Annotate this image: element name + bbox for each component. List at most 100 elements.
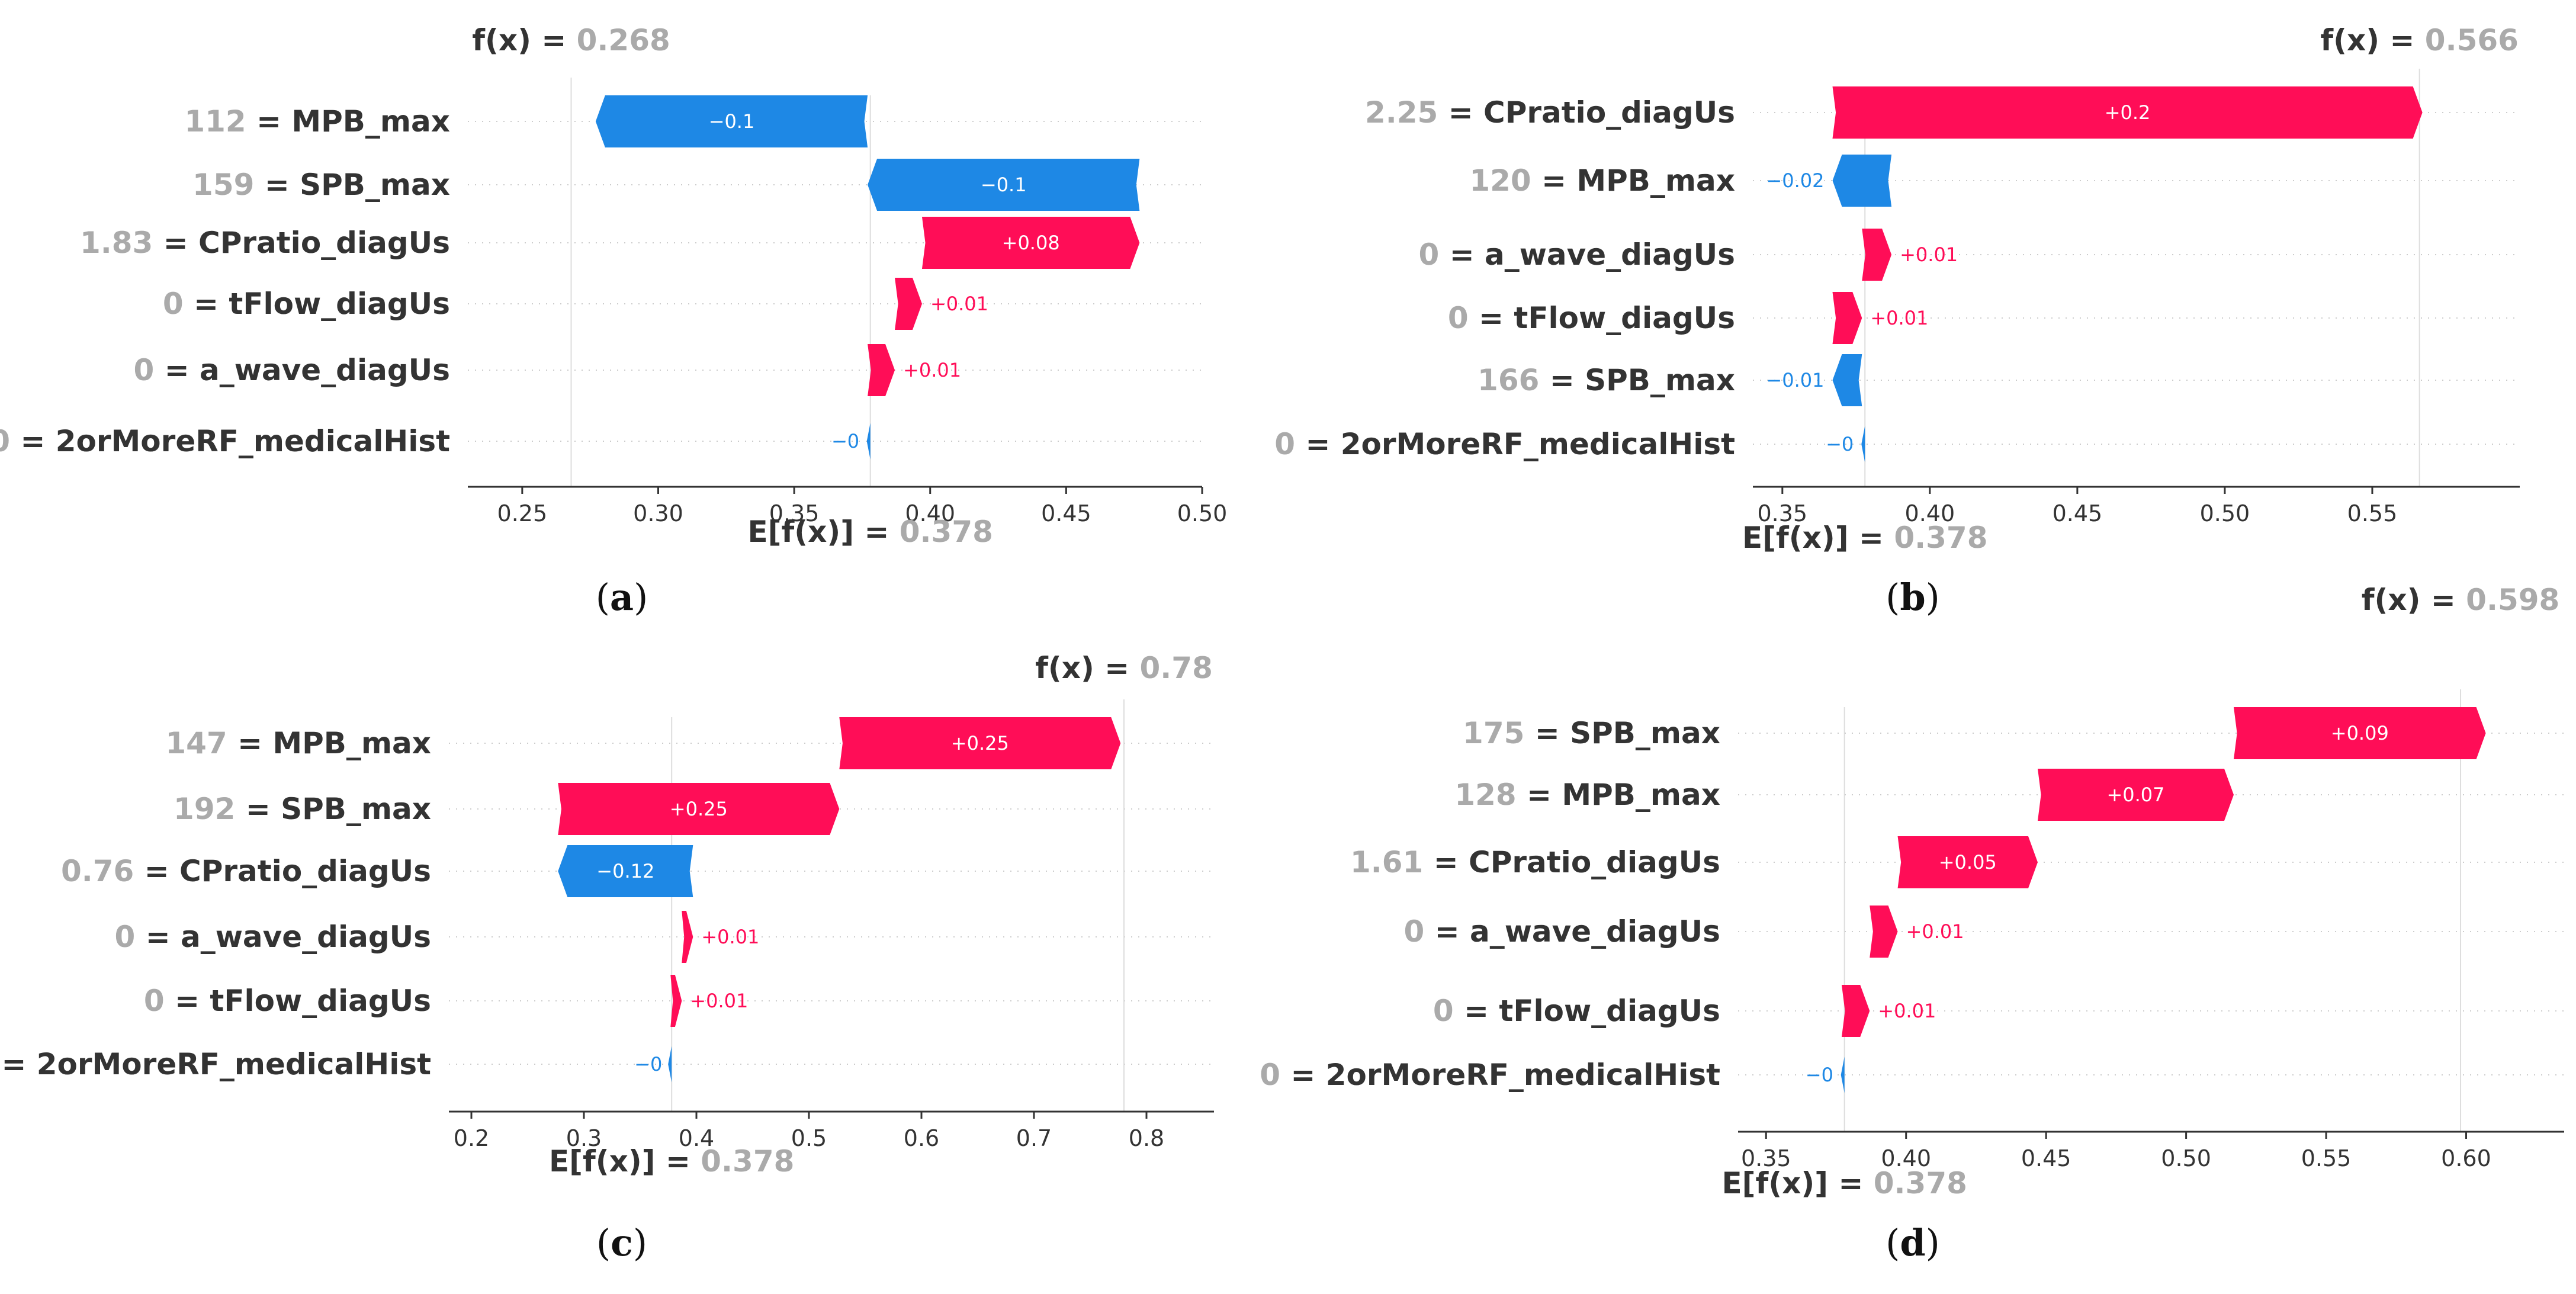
feature-name: = 2orMoreRF_medicalHist	[1280, 1058, 1720, 1092]
waterfall-bar-SPB_max	[2234, 707, 2486, 759]
feature-label: 128 = MPB_max	[1454, 778, 1720, 812]
feature-label: 120 = MPB_max	[1469, 163, 1735, 198]
feature-name: = CPratio_diagUs	[1423, 845, 1720, 879]
x-tick-label: 0.35	[1741, 1145, 1791, 1171]
feature-label: 192 = SPB_max	[174, 792, 431, 826]
fx-label-text: f(x) =	[1035, 651, 1139, 685]
x-tick-label: 0.40	[1881, 1145, 1931, 1171]
feature-name: = CPratio_diagUs	[1438, 95, 1735, 130]
feature-value: 0.76	[61, 854, 134, 888]
feature-value: 0	[1260, 1058, 1280, 1092]
waterfall-bar-tFlow_diagUs	[670, 975, 682, 1027]
feature-label: 0 = tFlow_diagUs	[144, 984, 431, 1018]
feature-name: = 2orMoreRF_medicalHist	[0, 1047, 431, 1081]
feature-value: 192	[174, 792, 235, 826]
waterfall-bar-2orMoreRF_medicalHist	[668, 1046, 672, 1083]
waterfall-bar-CPratio_diagUs	[558, 845, 693, 897]
feature-value: 175	[1463, 716, 1524, 750]
fx-value: 0.268	[577, 23, 670, 57]
feature-label: 0 = a_wave_diagUs	[114, 920, 431, 954]
waterfall-bar-MPB_max	[2037, 769, 2234, 821]
feature-label: 0 = a_wave_diagUs	[1403, 914, 1720, 949]
feature-label: 0 = 2orMoreRF_medicalHist	[1274, 427, 1735, 461]
feature-name: = MPB_max	[227, 726, 431, 760]
feature-value: 0	[1403, 914, 1424, 949]
waterfall-bar-MPB_max	[839, 717, 1121, 769]
bar-contribution-label: −0	[1826, 433, 1854, 455]
bar-contribution-label: +0.01	[690, 990, 748, 1012]
panel-d: +0.09 175 = SPB_max +0.07 128 = MPB_max +0.0…	[1260, 583, 2564, 1264]
bar-contribution-label: +0.07	[2106, 784, 2164, 806]
x-tick-label: 0.55	[2301, 1145, 2352, 1171]
feature-value: 0	[0, 424, 10, 458]
feature-label: 0.76 = CPratio_diagUs	[61, 854, 431, 888]
feature-value: 0	[114, 920, 135, 954]
waterfall-bar-tFlow_diagUs	[1832, 292, 1862, 344]
feature-value: 0	[1274, 427, 1295, 461]
feature-value: 0	[144, 984, 165, 1018]
waterfall-bar-2orMoreRF_medicalHist	[1861, 426, 1865, 463]
bar-contribution-label: +0.01	[1900, 243, 1958, 266]
waterfall-bar-SPB_max	[1832, 354, 1862, 406]
panel-caption-paren: (	[1886, 1221, 1900, 1264]
fx-value: 0.598	[2466, 583, 2559, 617]
bar-contribution-label: +0.05	[1939, 851, 1997, 874]
expected-value-label-text: E[f(x)] =	[1742, 521, 1894, 555]
feature-label: 159 = SPB_max	[192, 168, 450, 202]
feature-value: 0	[133, 353, 154, 387]
feature-name: = MPB_max	[1531, 163, 1735, 198]
feature-label: 0 = tFlow_diagUs	[1448, 301, 1735, 335]
feature-label: 0 = 2orMoreRF_medicalHist	[0, 1047, 431, 1081]
x-tick-label: 0.50	[2200, 500, 2250, 526]
feature-value: 2.25	[1365, 95, 1438, 130]
feature-name: = SPB_max	[235, 792, 431, 826]
feature-label: 2.25 = CPratio_diagUs	[1365, 95, 1735, 130]
bar-contribution-label: −0.1	[981, 174, 1027, 196]
x-tick-label: 0.35	[769, 500, 820, 526]
expected-value-label: E[f(x)] = 0.378	[549, 1144, 794, 1179]
bar-contribution-label: +0.08	[1002, 232, 1060, 254]
x-tick-label: 0.55	[2347, 500, 2398, 526]
panel-caption-letter: d	[1900, 1221, 1925, 1264]
waterfall-bar-SPB_max	[868, 159, 1140, 211]
x-tick-label: 0.35	[1758, 500, 1808, 526]
feature-label: 175 = SPB_max	[1463, 716, 1720, 750]
x-tick-label: 0.8	[1129, 1125, 1164, 1151]
x-tick-label: 0.2	[454, 1125, 489, 1151]
feature-label: 112 = MPB_max	[184, 104, 450, 139]
waterfall-bar-SPB_max	[558, 783, 840, 835]
waterfall-bar-a_wave_diagUs	[868, 344, 895, 396]
feature-value: 0	[1433, 994, 1454, 1028]
feature-value: 1.61	[1350, 845, 1423, 879]
waterfall-bar-a_wave_diagUs	[1862, 229, 1892, 281]
feature-name: = SPB_max	[254, 168, 450, 202]
x-tick-label: 0.3	[566, 1125, 602, 1151]
feature-name: = 2orMoreRF_medicalHist	[10, 424, 450, 458]
bar-contribution-label: +0.25	[951, 732, 1009, 754]
feature-value: 0	[1448, 301, 1469, 335]
waterfall-bar-CPratio_diagUs	[1897, 836, 2038, 888]
fx-label: f(x) = 0.268	[472, 23, 670, 57]
feature-value: 120	[1469, 163, 1531, 198]
waterfall-bar-a_wave_diagUs	[682, 911, 693, 963]
bar-contribution-label: +0.09	[2331, 722, 2389, 744]
fx-label: f(x) = 0.598	[2362, 583, 2560, 617]
fx-value: 0.566	[2425, 23, 2519, 57]
panel-caption: (a)	[596, 576, 648, 619]
bar-contribution-label: −0	[1806, 1064, 1833, 1086]
x-tick-label: 0.40	[905, 500, 955, 526]
feature-label: 0 = 2orMoreRF_medicalHist	[0, 424, 450, 458]
feature-name: = tFlow_diagUs	[1469, 301, 1735, 335]
bar-contribution-label: −0.01	[1766, 369, 1824, 391]
bar-contribution-label: +0.01	[903, 359, 961, 381]
panel-caption: (d)	[1886, 1221, 1940, 1264]
feature-label: 0 = tFlow_diagUs	[163, 287, 450, 321]
bar-contribution-label: −0	[831, 430, 859, 452]
feature-value: 112	[184, 104, 246, 139]
waterfall-bar-tFlow_diagUs	[1841, 985, 1870, 1037]
feature-name: = SPB_max	[1524, 716, 1720, 750]
panel-caption-letter: c	[611, 1221, 633, 1264]
feature-label: 1.83 = CPratio_diagUs	[80, 226, 450, 260]
waterfall-bar-MPB_max	[1832, 155, 1892, 207]
fx-label-text: f(x) =	[472, 23, 576, 57]
